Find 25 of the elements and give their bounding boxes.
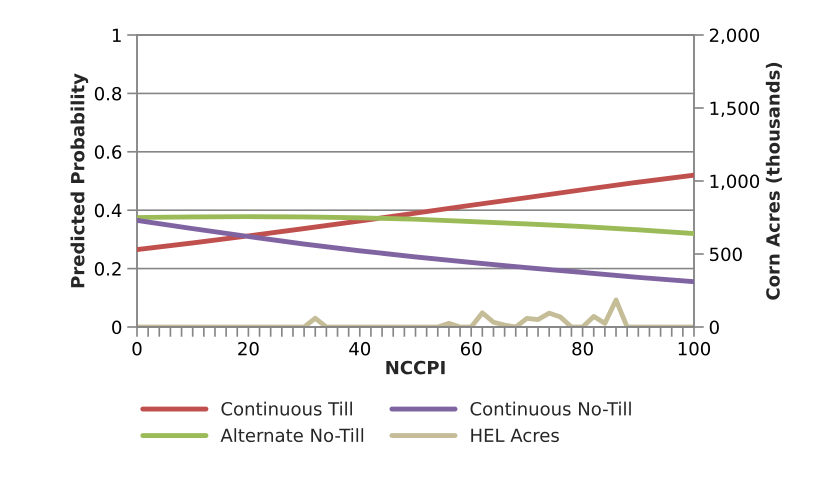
- y2-tick-label: 500: [710, 247, 742, 262]
- legend-label: Alternate No-Till: [220, 428, 364, 442]
- line-series: [137, 214, 694, 236]
- x-tick-label: 60: [460, 342, 482, 356]
- y-tick-label: 0: [112, 320, 122, 334]
- x-tick-label: 100: [678, 342, 710, 356]
- y-tick-label: 0.4: [94, 204, 122, 218]
- y-tick-label: 1: [112, 28, 121, 42]
- legend-label: HEL Acres: [471, 428, 559, 442]
- legend-label: Continuous Till: [221, 402, 352, 416]
- y2-tick-label: 0: [710, 320, 719, 334]
- y-tick-label: 0.8: [94, 86, 122, 101]
- x-tick-label: 40: [349, 342, 370, 356]
- y-axis-title: Predicted Probability: [70, 73, 88, 288]
- y2-tick-label: 1,000: [710, 174, 760, 190]
- x-tick-label: 20: [238, 342, 259, 356]
- legend-label: Continuous No-Till: [470, 402, 631, 416]
- x-tick-label: 80: [572, 342, 593, 356]
- y2-tick-label: 2,000: [710, 28, 760, 44]
- x-tick-label: 0: [132, 342, 142, 356]
- y2-axis-title: Corn Acres (thousands): [766, 62, 782, 300]
- y2-tick-label: 1,500: [710, 101, 760, 117]
- y-tick-label: 0.6: [94, 145, 122, 159]
- y-tick-label: 0.2: [94, 262, 121, 276]
- x-axis-title: NCCPI: [386, 360, 445, 374]
